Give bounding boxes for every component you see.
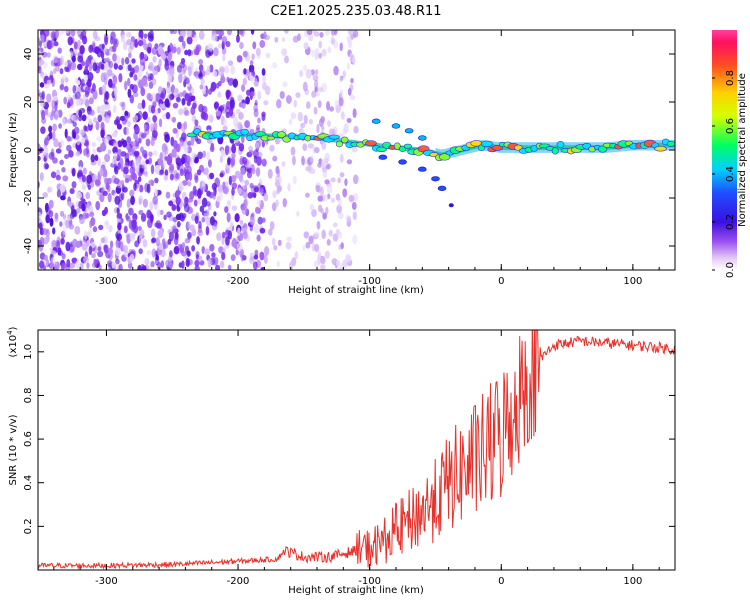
- snr-x-axis-label: Height of straight line (km): [288, 585, 424, 596]
- snr-y-multiplier: (x104): [6, 326, 19, 357]
- spectrogram-track: [186, 118, 675, 208]
- spectrogram-x-axis-label: Height of straight line (km): [288, 285, 424, 296]
- y-tick-label: 0.4: [23, 475, 34, 491]
- colorbar-label: Normalized spectral amplitude: [737, 73, 748, 227]
- snr-background: [38, 330, 675, 570]
- colorbar-tick-label: 0.0: [725, 262, 736, 278]
- snr-y-multiplier-base: (x10: [8, 335, 19, 358]
- snr-series-line: [38, 330, 675, 570]
- x-tick-label: -300: [95, 276, 118, 287]
- y-tick-label: -40: [23, 238, 34, 254]
- x-tick-label: 100: [623, 576, 642, 587]
- spectrogram-x-ticks: -300 -200 -100 0 100: [53, 30, 660, 287]
- colorbar-ticks: 0.0 0.2 0.4 0.6 0.8: [712, 70, 736, 278]
- y-tick-label: -20: [23, 190, 34, 206]
- spectrogram-y-axis-label: Frequency (Hz): [8, 112, 19, 188]
- spectrogram-y-ticks: -40 -20 0 20 40: [23, 48, 675, 254]
- colorbar-tick-label: 0.8: [725, 70, 736, 86]
- y-tick-label: 0.2: [23, 518, 34, 534]
- y-tick-label: 0.8: [23, 388, 34, 404]
- x-tick-label: -200: [227, 276, 250, 287]
- colorbar-tick-label: 0.4: [725, 166, 736, 182]
- x-tick-label: -200: [227, 576, 250, 587]
- colorbar: 0.0 0.2 0.4 0.6 0.8 Normalized spectral ampl…: [712, 30, 748, 278]
- snr-y-ticks: 0.2 0.4 0.6 0.8 1.0: [23, 344, 675, 534]
- y-tick-label: 20: [23, 96, 34, 109]
- y-tick-label: 40: [23, 48, 34, 61]
- x-tick-label: 0: [498, 576, 504, 587]
- x-tick-label: -300: [95, 576, 118, 587]
- y-tick-label: 0.6: [23, 431, 34, 447]
- snr-y-axis-label: SNR (10 * v/v): [8, 414, 19, 485]
- snr-frame: [37, 329, 676, 571]
- spectrogram-noise: [38, 30, 359, 270]
- x-tick-label: -100: [358, 276, 381, 287]
- y-tick-label: 0: [23, 147, 34, 153]
- colorbar-tick-label: 0.2: [725, 214, 736, 230]
- chart-title: C2E1.2025.235.03.48.R11: [270, 4, 441, 19]
- y-tick-label: 1.0: [23, 344, 34, 360]
- snr-x-ticks: -300 -200 -100 0 100: [53, 330, 660, 587]
- colorbar-gradient: [712, 30, 737, 270]
- x-tick-label: 0: [498, 276, 504, 287]
- colorbar-tick-label: 0.6: [725, 118, 736, 134]
- x-tick-label: -100: [358, 576, 381, 587]
- snr-y-multiplier-exp: 4: [6, 330, 14, 335]
- x-tick-label: 100: [623, 276, 642, 287]
- snr-panel: -300 -200 -100 0 100 0.2 0.4 0.6 0.8 1.0 Height …: [6, 326, 676, 596]
